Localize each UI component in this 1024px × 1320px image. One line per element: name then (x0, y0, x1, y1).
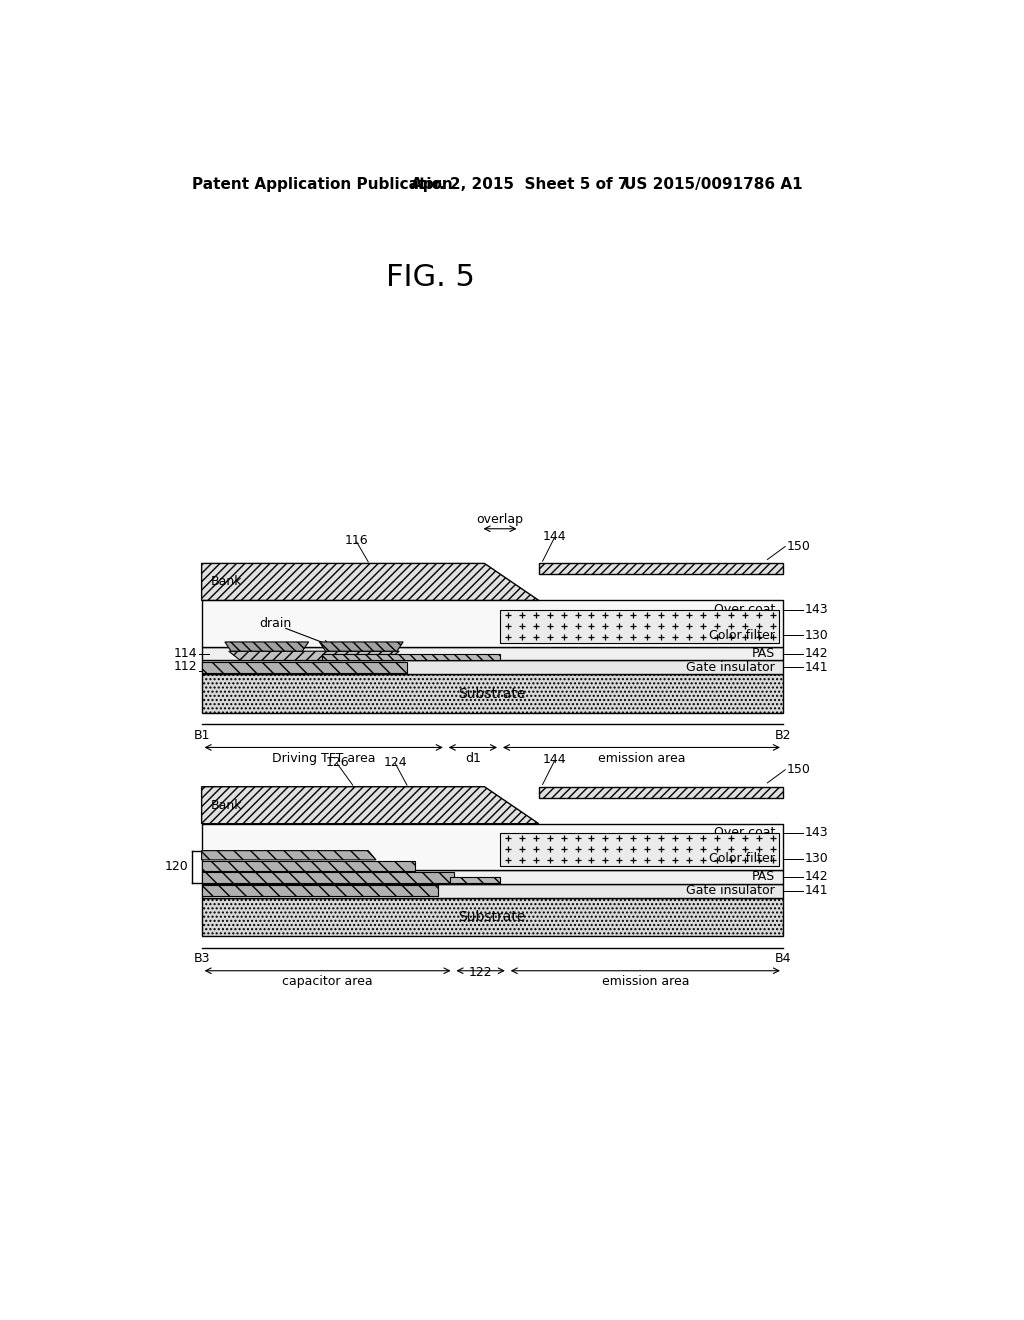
Bar (202, 660, 783, 675)
Text: B4: B4 (774, 952, 792, 965)
Text: 130: 130 (805, 853, 828, 865)
Bar (202, 663, 407, 673)
Bar (539, 787, 783, 797)
Text: capacitor area: capacitor area (283, 975, 373, 989)
Bar (202, 675, 783, 713)
Text: 150: 150 (786, 763, 811, 776)
Text: 130: 130 (805, 628, 828, 642)
Text: PAS: PAS (752, 870, 775, 883)
Text: 142: 142 (805, 647, 828, 660)
Text: B1: B1 (194, 729, 210, 742)
Bar (202, 870, 783, 884)
Polygon shape (202, 850, 376, 859)
Text: 122: 122 (469, 966, 493, 979)
Bar (450, 876, 500, 883)
Text: 150: 150 (786, 540, 811, 553)
Text: Apr. 2, 2015  Sheet 5 of 7: Apr. 2, 2015 Sheet 5 of 7 (411, 177, 629, 193)
Text: 120: 120 (165, 861, 188, 874)
Text: 112: 112 (174, 660, 198, 673)
Text: 116: 116 (345, 533, 369, 546)
Bar (202, 601, 783, 647)
Text: B3: B3 (194, 952, 210, 965)
Text: overlap: overlap (476, 513, 523, 527)
Text: 126: 126 (326, 755, 349, 768)
Text: Gate insulator: Gate insulator (686, 884, 775, 898)
Bar (500, 833, 779, 866)
Text: 141: 141 (805, 884, 828, 898)
Text: emission area: emission area (598, 751, 685, 764)
Polygon shape (202, 564, 539, 601)
Text: 142: 142 (805, 870, 828, 883)
Bar (202, 862, 415, 871)
Text: 141: 141 (805, 661, 828, 675)
Text: 144: 144 (543, 754, 566, 767)
Text: Color filter: Color filter (710, 853, 775, 865)
Bar (500, 610, 779, 643)
Bar (202, 898, 783, 936)
Text: 114: 114 (174, 647, 198, 660)
Text: US 2015/0091786 A1: US 2015/0091786 A1 (624, 177, 803, 193)
Bar (202, 886, 438, 896)
Bar (322, 655, 500, 660)
Text: Gate insulator: Gate insulator (686, 661, 775, 675)
Polygon shape (228, 651, 399, 660)
Text: PAS: PAS (752, 647, 775, 660)
Text: 143: 143 (805, 603, 828, 616)
Polygon shape (225, 642, 308, 651)
Text: Over coat: Over coat (714, 603, 775, 616)
Text: FIG. 5: FIG. 5 (386, 263, 475, 292)
Text: Bank: Bank (211, 799, 243, 812)
Text: emission area: emission area (601, 975, 689, 989)
Text: Patent Application Publication: Patent Application Publication (191, 177, 453, 193)
Bar (202, 647, 783, 660)
Text: Driving TFT area: Driving TFT area (272, 751, 376, 764)
Bar (202, 824, 783, 870)
Text: Over coat: Over coat (714, 826, 775, 840)
Text: 143: 143 (805, 826, 828, 840)
Text: 144: 144 (543, 529, 566, 543)
Text: Substrate: Substrate (459, 686, 526, 701)
Polygon shape (202, 787, 539, 824)
Bar (202, 884, 783, 898)
Text: 124: 124 (384, 755, 408, 768)
Text: Substrate: Substrate (459, 909, 526, 924)
Text: d1: d1 (465, 751, 481, 764)
Bar (202, 873, 454, 883)
Text: Bank: Bank (211, 576, 243, 589)
Text: Color filter: Color filter (710, 628, 775, 642)
Polygon shape (319, 642, 403, 651)
Bar (539, 564, 783, 574)
Text: drain: drain (260, 616, 292, 630)
Text: B2: B2 (774, 729, 792, 742)
